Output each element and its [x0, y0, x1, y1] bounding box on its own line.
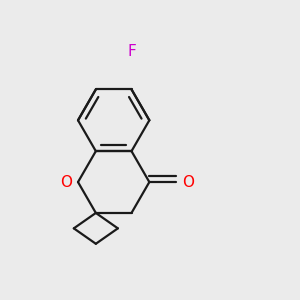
Text: F: F — [127, 44, 136, 59]
Text: O: O — [182, 175, 194, 190]
Text: O: O — [60, 175, 72, 190]
